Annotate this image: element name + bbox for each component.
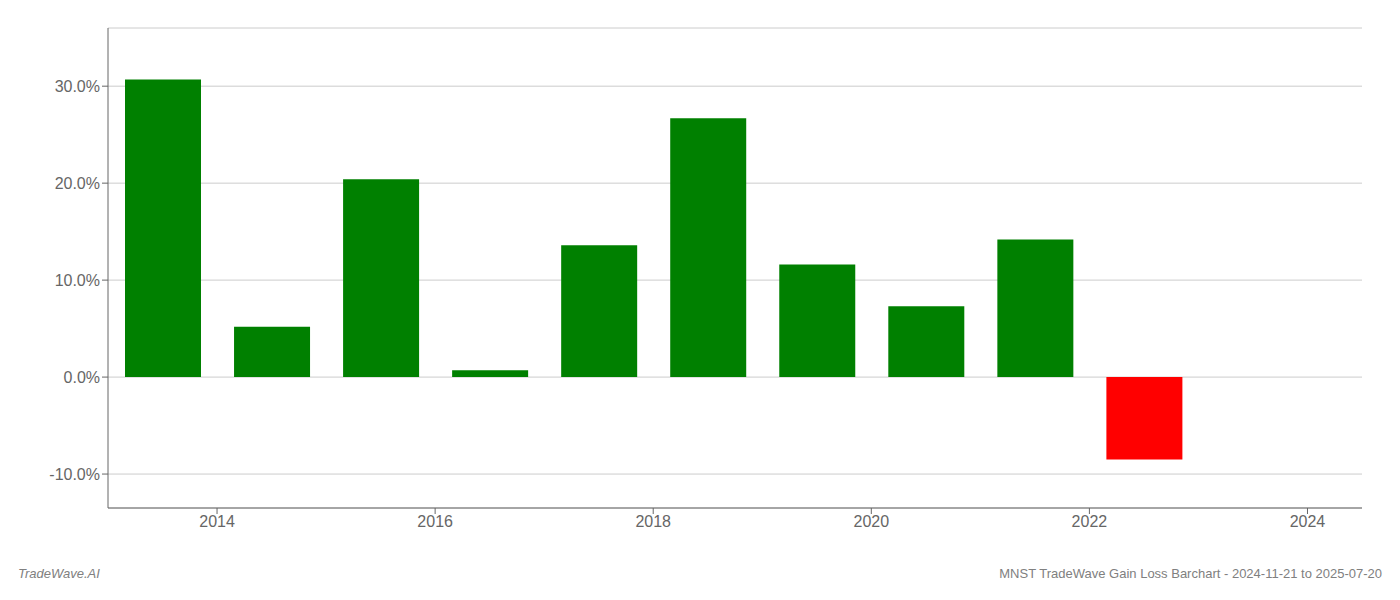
svg-text:2016: 2016 [417,513,453,530]
svg-text:20.0%: 20.0% [55,175,100,192]
svg-text:10.0%: 10.0% [55,272,100,289]
svg-text:0.0%: 0.0% [64,369,100,386]
svg-text:30.0%: 30.0% [55,78,100,95]
svg-text:2024: 2024 [1290,513,1326,530]
svg-text:2020: 2020 [854,513,890,530]
html-text:TradeWave.AI: TradeWave.AI [18,565,100,581]
svg-text:-10.0%: -10.0% [49,466,100,483]
svg-text:2018: 2018 [635,513,671,530]
svg-text:2014: 2014 [199,513,235,530]
svg-text:2022: 2022 [1072,513,1108,530]
html-text:MNST TradeWave Gain Loss Barch: MNST TradeWave Gain Loss Barchart - 2024… [999,565,1382,581]
